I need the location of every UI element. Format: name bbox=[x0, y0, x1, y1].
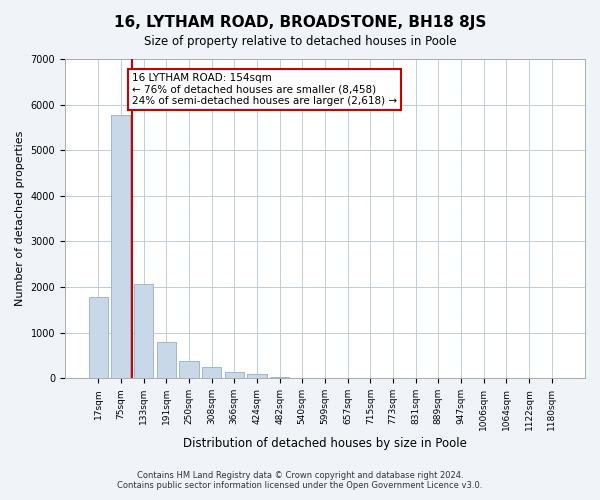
Bar bbox=[224, 372, 244, 378]
Bar bbox=[111, 114, 130, 378]
Bar bbox=[202, 368, 221, 378]
Text: 16 LYTHAM ROAD: 154sqm
← 76% of detached houses are smaller (8,458)
24% of semi-: 16 LYTHAM ROAD: 154sqm ← 76% of detached… bbox=[132, 72, 397, 106]
Bar bbox=[270, 377, 289, 378]
Bar bbox=[157, 342, 176, 378]
Bar bbox=[89, 297, 108, 378]
Text: Size of property relative to detached houses in Poole: Size of property relative to detached ho… bbox=[143, 35, 457, 48]
Text: 16, LYTHAM ROAD, BROADSTONE, BH18 8JS: 16, LYTHAM ROAD, BROADSTONE, BH18 8JS bbox=[114, 15, 486, 30]
Bar bbox=[134, 284, 153, 378]
X-axis label: Distribution of detached houses by size in Poole: Distribution of detached houses by size … bbox=[183, 437, 467, 450]
Bar bbox=[247, 374, 266, 378]
Y-axis label: Number of detached properties: Number of detached properties bbox=[15, 131, 25, 306]
Bar bbox=[179, 362, 199, 378]
Text: Contains HM Land Registry data © Crown copyright and database right 2024.
Contai: Contains HM Land Registry data © Crown c… bbox=[118, 470, 482, 490]
